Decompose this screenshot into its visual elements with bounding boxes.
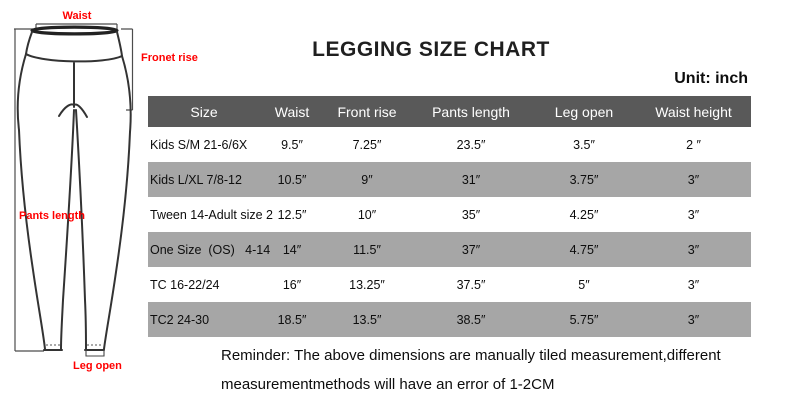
pants-length-cell: 35″ <box>461 207 481 222</box>
leg-open-cell: 3.75″ <box>569 172 599 187</box>
unit-label: Unit: inch <box>674 70 748 87</box>
pants-length-cell: 38.5″ <box>456 312 486 327</box>
table-row: Kids L/XL 7/8-12 10.5″ 9″ 31″ 3.75″ 3″ <box>148 162 751 197</box>
size-cell: Tween 14-Adult size 2 <box>150 207 273 222</box>
column-header-waist: Waist <box>274 103 310 120</box>
waistband-left-edge <box>25 31 33 55</box>
waist-cell: 16″ <box>282 277 302 292</box>
diagram-waist-label: Waist <box>63 10 92 22</box>
table-row: Tween 14-Adult size 2 12.5″ 10″ 35″ 4.25… <box>148 197 751 232</box>
front-rise-cell: 13.5″ <box>352 312 382 327</box>
reminder-line-1: Reminder: The above dimensions are manua… <box>221 347 721 364</box>
front-rise-cell: 7.25″ <box>352 137 382 152</box>
pants-length-cell: 37.5″ <box>456 277 486 292</box>
right-hem-band <box>85 350 105 357</box>
front-rise-cell: 9″ <box>361 172 373 187</box>
waist-cell: 12.5″ <box>277 207 307 222</box>
column-header-size: Size <box>190 103 218 120</box>
leg-open-cell: 3.5″ <box>573 137 595 152</box>
leg-open-cell: 5.75″ <box>569 312 599 327</box>
left-leg-outer-outline <box>16 53 46 350</box>
waist-height-cell: 3″ <box>687 242 700 257</box>
size-cell: Kids S/M 21-6/6X <box>150 137 248 152</box>
column-header-leg-open: Leg open <box>554 103 614 120</box>
left-leg-inner-outline <box>60 109 75 350</box>
leggings-diagram: Waist Fronet rise Pants length Leg open <box>14 10 198 372</box>
waist-cell: 14″ <box>282 242 302 257</box>
reminder-note: Reminder: The above dimensions are manua… <box>221 341 721 399</box>
size-cell: TC2 24-30 <box>150 312 210 327</box>
crotch-fold <box>58 103 88 118</box>
table-row: TC2 24-30 18.5″ 13.5″ 38.5″ 5.75″ 3″ <box>148 302 751 337</box>
size-cell: Kids L/XL 7/8-12 <box>150 172 242 187</box>
size-table: Size Waist Front rise Pants length Leg o… <box>148 96 751 337</box>
table-row: TC 16-22/24 16″ 13.25″ 37.5″ 5″ 3″ <box>148 267 751 302</box>
table-row: Kids S/M 21-6/6X 9.5″ 7.25″ 23.5″ 3.5″ 2… <box>148 127 751 162</box>
diagram-front-rise-label: Fronet rise <box>141 52 198 64</box>
waist-height-cell: 3″ <box>687 207 700 222</box>
page-title: LEGGING SIZE CHART <box>312 38 550 61</box>
leg-open-cell: 4.75″ <box>569 242 599 257</box>
waistband-bottom-seam <box>25 53 123 63</box>
table-row: One Size (OS) 4-14 14″ 11.5″ 37″ 4.75″ 3… <box>148 232 751 267</box>
pants-length-cell: 23.5″ <box>456 137 486 152</box>
diagram-pants-length-label: Pants length <box>19 210 85 222</box>
front-rise-cell: 13.25″ <box>349 277 385 292</box>
waist-height-cell: 3″ <box>687 277 700 292</box>
diagram-leg-open-label: Leg open <box>73 360 122 372</box>
waistband-opening-outline <box>30 25 119 36</box>
waist-height-cell: 3″ <box>687 312 700 327</box>
leg-open-cell: 5″ <box>578 277 590 292</box>
waist-cell: 9.5″ <box>281 137 303 152</box>
front-rise-cell: 11.5″ <box>353 242 381 257</box>
waist-cell: 18.5″ <box>277 312 307 327</box>
waist-cell: 10.5″ <box>277 172 307 187</box>
front-rise-cell: 10″ <box>357 207 377 222</box>
waist-height-cell: 3″ <box>687 172 700 187</box>
leg-open-cell: 4.25″ <box>569 207 599 222</box>
waistband-right-edge <box>116 31 123 57</box>
waist-height-cell: 2 ″ <box>686 137 701 152</box>
size-cell: One Size (OS) 4-14 <box>150 242 271 257</box>
pants-length-cell: 37″ <box>461 242 481 257</box>
pants-length-cell: 31″ <box>461 172 481 187</box>
right-leg-inner-outline <box>75 109 87 350</box>
pants-length-dimension-line <box>14 28 44 352</box>
size-table-header-row: Size Waist Front rise Pants length Leg o… <box>148 96 751 127</box>
size-cell: TC 16-22/24 <box>150 277 220 292</box>
column-header-pants-length: Pants length <box>432 103 510 120</box>
column-header-waist-height: Waist height <box>655 103 732 120</box>
right-leg-outer-outline <box>103 55 132 350</box>
column-header-front-rise: Front rise <box>337 103 397 120</box>
reminder-line-2: measurementmethods will have an error of… <box>221 376 555 393</box>
